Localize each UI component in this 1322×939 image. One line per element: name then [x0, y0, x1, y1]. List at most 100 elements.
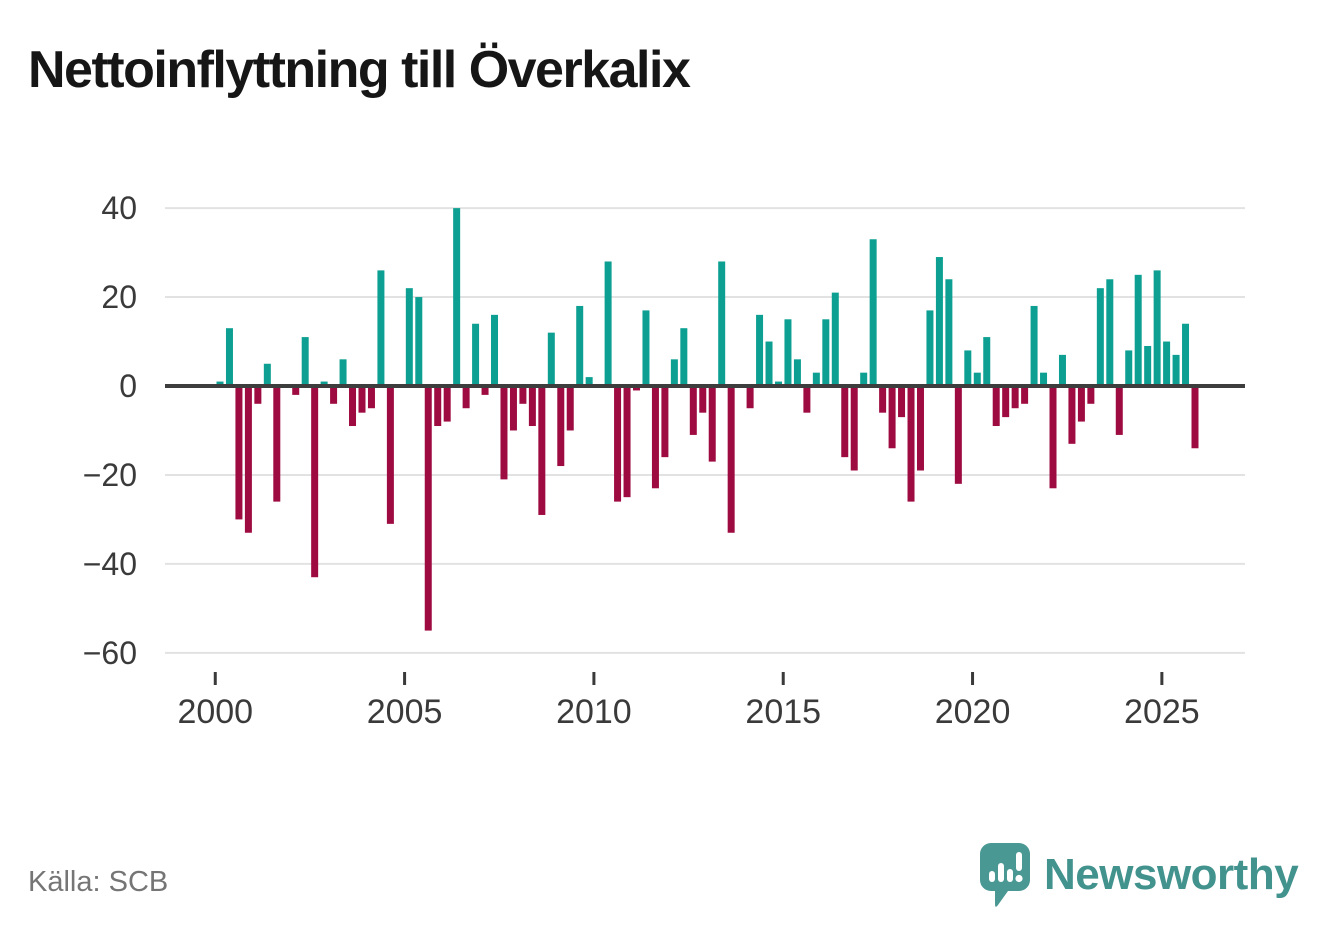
logo-bar-small [989, 871, 995, 882]
bar-2016Q4 [850, 386, 858, 471]
bar-2001Q2 [263, 363, 271, 386]
bar-2003Q4 [358, 386, 366, 413]
source-note: Källa: SCB [28, 866, 169, 898]
bar-2021Q4 [1040, 372, 1048, 386]
bar-2017Q2 [869, 239, 877, 386]
bar-2012Q4 [699, 386, 707, 413]
bar-2022Q1 [1049, 386, 1057, 489]
bar-2014Q1 [746, 386, 754, 409]
bar-2021Q2 [1021, 386, 1029, 404]
y-axis-label-0: 0 [119, 368, 137, 404]
bar-2005Q3 [424, 386, 432, 631]
bar-2010Q2 [604, 261, 612, 386]
bar-2012Q1 [670, 359, 678, 386]
bar-2019Q3 [954, 386, 962, 484]
logo-bubble [980, 843, 1030, 907]
bar-2005Q2 [415, 297, 423, 386]
bar-2022Q3 [1068, 386, 1076, 444]
y-axis-label--20: −20 [83, 457, 137, 493]
bar-2018Q1 [898, 386, 906, 418]
bar-2006Q4 [472, 323, 480, 386]
bar-2000Q1 [216, 381, 224, 386]
y-axis-label--60: −60 [83, 635, 137, 671]
chart-title: Nettoinflyttning till Överkalix [28, 41, 691, 99]
bar-2016Q1 [822, 319, 830, 386]
bar-2006Q3 [462, 386, 470, 409]
bar-2002Q4 [320, 381, 328, 386]
bar-2008Q4 [547, 332, 555, 386]
bar-2022Q2 [1058, 354, 1066, 386]
bar-2010Q4 [623, 386, 631, 498]
bar-2005Q4 [434, 386, 442, 427]
bar-2011Q3 [651, 386, 659, 489]
bar-2004Q1 [367, 386, 375, 409]
bar-2009Q3 [576, 305, 584, 386]
bar-2005Q1 [405, 288, 413, 386]
bar-2025Q3 [1182, 323, 1190, 386]
logo-bar-medium [1007, 869, 1013, 882]
bar-2007Q2 [491, 314, 499, 386]
x-axis-label-2020: 2020 [935, 693, 1011, 731]
bar-2019Q2 [945, 279, 953, 386]
bar-2023Q2 [1096, 288, 1104, 386]
bar-2004Q3 [386, 386, 394, 524]
bar-2018Q2 [907, 386, 915, 502]
y-axis-label-40: 40 [101, 190, 137, 226]
bar-2007Q1 [481, 386, 489, 395]
bar-2011Q1 [633, 386, 640, 391]
bar-2003Q3 [349, 386, 357, 427]
y-axis-label--40: −40 [83, 546, 137, 582]
newsworthy-logo-text: Newsworthy [1044, 850, 1299, 899]
bar-2021Q1 [1011, 386, 1019, 409]
bar-2025Q1 [1163, 341, 1171, 386]
x-axis-label-2005: 2005 [367, 693, 443, 731]
bar-2014Q3 [765, 341, 773, 386]
x-axis-label-2010: 2010 [556, 693, 632, 731]
bar-2010Q3 [614, 386, 622, 502]
bar-2013Q3 [727, 386, 735, 533]
bar-2002Q2 [301, 337, 309, 386]
bar-2020Q3 [992, 386, 1000, 427]
bar-2006Q2 [453, 208, 461, 386]
bar-2025Q2 [1172, 354, 1180, 386]
bar-2015Q3 [803, 386, 811, 413]
bar-2020Q4 [1002, 386, 1010, 418]
x-axis-label-2025: 2025 [1124, 693, 1200, 731]
bar-2002Q1 [292, 386, 300, 395]
bar-2008Q3 [538, 386, 546, 515]
bar-2011Q2 [642, 310, 650, 386]
bar-2017Q3 [879, 386, 887, 413]
bar-2020Q1 [973, 372, 981, 386]
bar-2012Q2 [680, 328, 688, 386]
bar-2001Q1 [254, 386, 262, 404]
bar-2008Q2 [528, 386, 536, 427]
bar-2024Q4 [1153, 270, 1161, 386]
bar-2004Q2 [377, 270, 385, 386]
bar-2001Q3 [273, 386, 281, 502]
bar-2000Q2 [225, 328, 233, 386]
bar-2019Q4 [964, 350, 972, 386]
logo-exclamation-stem [1016, 852, 1022, 871]
bar-2023Q1 [1087, 386, 1095, 404]
bar-2014Q4 [774, 381, 782, 386]
bar-2011Q4 [661, 386, 669, 458]
bar-2016Q3 [841, 386, 849, 458]
bar-2013Q1 [708, 386, 716, 462]
bar-2017Q1 [860, 372, 868, 386]
bar-2017Q4 [888, 386, 896, 449]
bar-2024Q1 [1125, 350, 1133, 386]
bar-2023Q4 [1115, 386, 1123, 435]
bar-2007Q4 [509, 386, 517, 431]
bar-2012Q3 [689, 386, 697, 435]
bar-2021Q3 [1030, 305, 1038, 386]
bar-2006Q1 [443, 386, 451, 422]
bar-2018Q4 [926, 310, 934, 386]
newsworthy-logo: Newsworthy [980, 843, 1299, 907]
bar-2015Q1 [784, 319, 792, 386]
logo-exclamation-dot [1015, 874, 1023, 883]
bar-2015Q2 [793, 359, 801, 386]
bar-2020Q2 [983, 337, 991, 386]
bar-2007Q3 [500, 386, 508, 480]
newsworthy-logo-icon [980, 843, 1030, 907]
bar-2014Q2 [756, 314, 764, 386]
